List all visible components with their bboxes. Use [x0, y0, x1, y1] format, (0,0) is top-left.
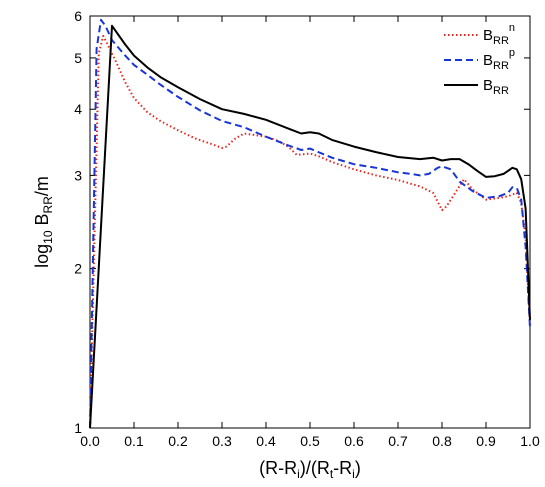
x-tick-label: 0.7 — [388, 433, 408, 449]
y-tick-label: 5 — [74, 50, 82, 66]
x-tick-label: 0.9 — [476, 433, 496, 449]
x-tick-label: 0.6 — [344, 433, 364, 449]
y-tick-label: 6 — [74, 8, 82, 24]
y-tick-label: 4 — [74, 101, 82, 117]
y-axis-ticks: 1 2 3 4 5 6 — [74, 8, 530, 436]
plot-frame — [89, 15, 531, 429]
legend-label-series-2: BRRp — [483, 47, 515, 72]
x-tick-label: 0.0 — [80, 433, 100, 449]
legend-entry-series-1: BRRn — [444, 22, 515, 47]
legend-entry-series-2: BRRp — [444, 47, 515, 72]
legend-label-series-3: BRR — [483, 77, 509, 97]
legend-label-series-1: BRRn — [483, 22, 515, 47]
series-line-3 — [89, 24, 531, 429]
x-tick-label: 1.0 — [520, 433, 540, 449]
y-tick-label: 3 — [74, 167, 82, 183]
x-axis-label: (R-Ri)/(Rt-Ri) — [259, 458, 361, 481]
x-tick-label: 0.1 — [124, 433, 144, 449]
series-layer — [89, 18, 531, 429]
y-tick-label: 1 — [74, 420, 82, 436]
y-axis-label: log10 BRR/m — [32, 176, 55, 268]
series-line-2 — [89, 18, 531, 429]
x-tick-label: 0.3 — [212, 433, 232, 449]
y-tick-label: 2 — [74, 261, 82, 277]
x-tick-label: 0.4 — [256, 433, 276, 449]
legend: BRRn BRRp BRR — [444, 22, 515, 97]
legend-entry-series-3: BRR — [444, 77, 509, 97]
x-tick-label: 0.5 — [300, 433, 320, 449]
series-line-1 — [89, 35, 531, 429]
x-axis-ticks: 0.0 0.1 0.2 0.3 0.4 0.5 0.6 0.7 0.8 0.9 1.0 — [80, 16, 540, 449]
x-tick-label: 0.8 — [432, 433, 452, 449]
x-tick-label: 0.2 — [168, 433, 188, 449]
